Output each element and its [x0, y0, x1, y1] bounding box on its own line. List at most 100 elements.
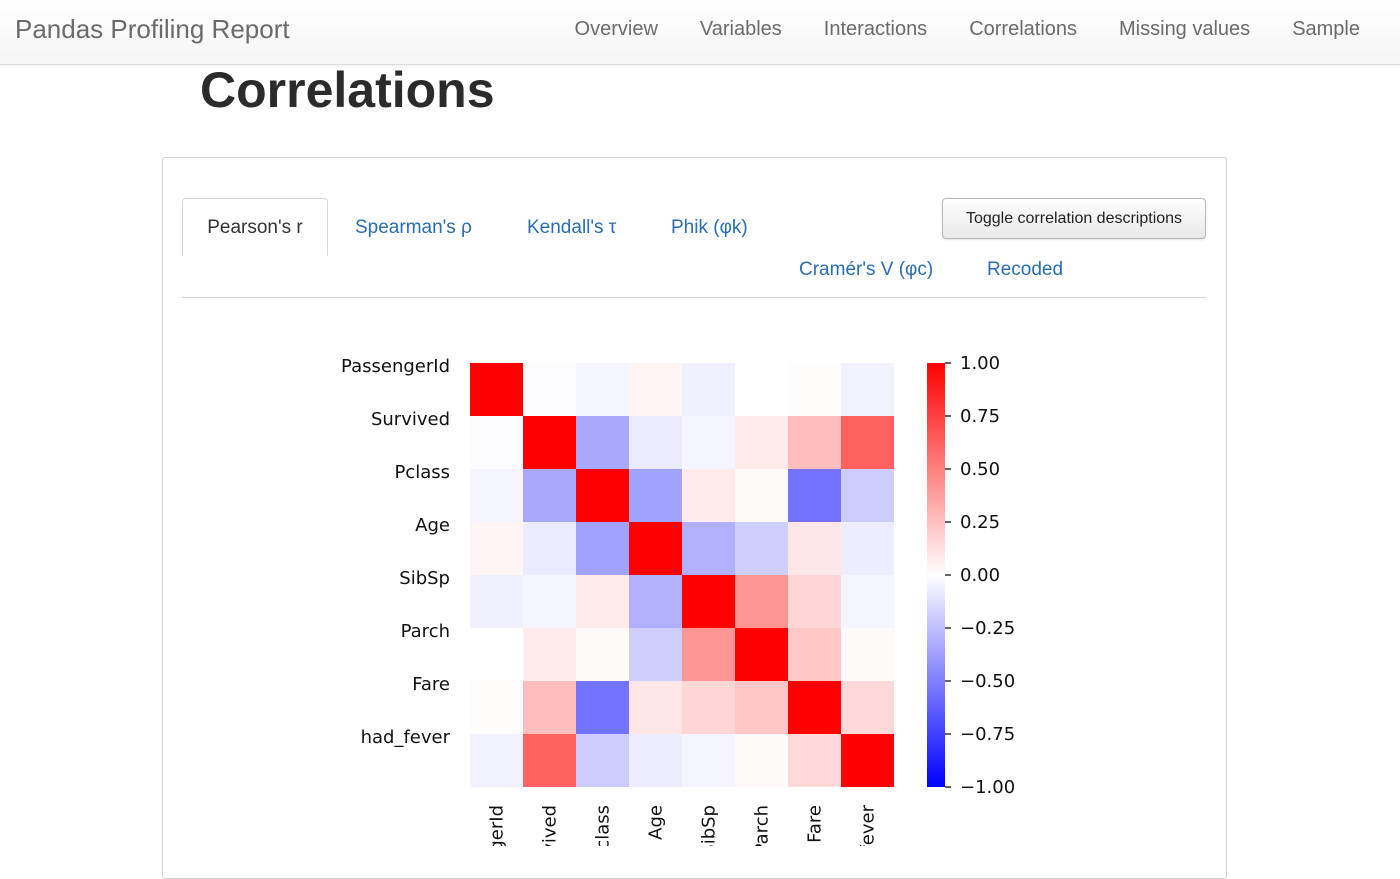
heatmap-cell-Fare-Parch — [735, 681, 788, 734]
heatmap-cell-SibSp-Fare — [788, 575, 841, 628]
heatmap-cell-SibSp-Parch — [735, 575, 788, 628]
heatmap-cell-SibSp-had_fever — [841, 575, 894, 628]
y-tick-label: Parch — [401, 621, 450, 642]
top-navbar: Pandas Profiling Report Overview Variabl… — [0, 0, 1400, 65]
heatmap-cell-PassengerId-PassengerId — [470, 363, 523, 416]
heatmap-cell-Parch-Fare — [788, 628, 841, 681]
heatmap-cell-SibSp-Age — [629, 575, 682, 628]
colorbar-tick-label: 0.25 — [960, 512, 1000, 533]
heatmap-cell-Fare-PassengerId — [470, 681, 523, 734]
heatmap-cell-SibSp-Pclass — [576, 575, 629, 628]
heatmap-cell-Age-Pclass — [576, 522, 629, 575]
colorbar-tick-label: 0.00 — [960, 565, 1000, 586]
heatmap-cell-had_fever-Survived — [523, 734, 576, 787]
heatmap-cell-SibSp-Survived — [523, 575, 576, 628]
heatmap-cell-PassengerId-Fare — [788, 363, 841, 416]
heatmap-cell-Survived-SibSp — [682, 416, 735, 469]
heatmap-cell-Parch-SibSp — [682, 628, 735, 681]
nav-correlations[interactable]: Correlations — [969, 18, 1078, 40]
heatmap-cell-Pclass-PassengerId — [470, 469, 523, 522]
heatmap-cell-Pclass-Fare — [788, 469, 841, 522]
heatmap-cell-Pclass-Parch — [735, 469, 788, 522]
tab-divider — [182, 297, 1206, 298]
heatmap-cell-PassengerId-Parch — [735, 363, 788, 416]
heatmap-cell-Age-Age — [629, 522, 682, 575]
y-tick-label: Pclass — [394, 462, 450, 483]
heatmap-cell-Survived-Pclass — [576, 416, 629, 469]
x-tick-label: assengerId — [487, 805, 508, 846]
heatmap-cell-Survived-Fare — [788, 416, 841, 469]
y-tick-label: Fare — [412, 674, 450, 695]
heatmap-cell-Age-Fare — [788, 522, 841, 575]
heatmap-cell-Parch-PassengerId — [470, 628, 523, 681]
heatmap-cell-Parch-Pclass — [576, 628, 629, 681]
nav-variables[interactable]: Variables — [699, 18, 782, 40]
heatmap-cell-Age-had_fever — [841, 522, 894, 575]
heatmap-cell-Survived-Survived — [523, 416, 576, 469]
heatmap-cell-Pclass-had_fever — [841, 469, 894, 522]
x-tick-label: Age — [646, 805, 667, 840]
heatmap-cell-had_fever-SibSp — [682, 734, 735, 787]
nav-sample[interactable]: Sample — [1292, 18, 1360, 40]
heatmap-cell-Fare-Fare — [788, 681, 841, 734]
heatmap-cell-PassengerId-Age — [629, 363, 682, 416]
heatmap-cell-Age-Survived — [523, 522, 576, 575]
brand-title[interactable]: Pandas Profiling Report — [15, 14, 290, 44]
tab-cramers-v[interactable]: Cramér's V (φc) — [799, 259, 934, 280]
heatmap-cell-Age-PassengerId — [470, 522, 523, 575]
nav-interactions[interactable]: Interactions — [823, 18, 928, 40]
nav-overview[interactable]: Overview — [574, 18, 658, 40]
heatmap-cell-PassengerId-had_fever — [841, 363, 894, 416]
heatmap-cell-Survived-Parch — [735, 416, 788, 469]
heatmap-cell-PassengerId-SibSp — [682, 363, 735, 416]
page-title: Correlations — [200, 62, 495, 118]
x-tick-label: Pclass — [593, 805, 614, 846]
heatmap-cell-Pclass-Age — [629, 469, 682, 522]
heatmap-cell-Fare-Pclass — [576, 681, 629, 734]
heatmap-cell-PassengerId-Survived — [523, 363, 576, 416]
y-tick-label: SibSp — [399, 568, 450, 589]
colorbar-tick-label: −0.50 — [960, 671, 1015, 692]
tab-pearson[interactable]: Pearson's r — [182, 198, 328, 256]
heatmap-cell-Pclass-SibSp — [682, 469, 735, 522]
heatmap-cell-Parch-Age — [629, 628, 682, 681]
nav-missing-values[interactable]: Missing values — [1119, 18, 1251, 40]
heatmap-cell-had_fever-Fare — [788, 734, 841, 787]
colorbar — [927, 363, 945, 787]
tab-kendall[interactable]: Kendall's τ — [527, 217, 617, 238]
heatmap-cell-SibSp-PassengerId — [470, 575, 523, 628]
heatmap-cell-Parch-Parch — [735, 628, 788, 681]
x-tick-label: Fare — [805, 805, 826, 843]
toggle-correlation-descriptions-button[interactable]: Toggle correlation descriptions — [942, 198, 1206, 239]
colorbar-tick-label: −0.75 — [960, 724, 1015, 745]
tab-phik[interactable]: Phik (φk) — [671, 217, 748, 238]
y-tick-label: had_fever — [361, 727, 451, 748]
colorbar-tick-label: 0.50 — [960, 459, 1000, 480]
colorbar-tick-label: 0.75 — [960, 406, 1000, 427]
heatmap-cell-Parch-Survived — [523, 628, 576, 681]
colorbar-tick-label: −1.00 — [960, 777, 1015, 798]
x-tick-label: had_fever — [858, 804, 879, 846]
heatmap-cell-Pclass-Survived — [523, 469, 576, 522]
heatmap-cell-had_fever-Age — [629, 734, 682, 787]
heatmap-cell-Survived-Age — [629, 416, 682, 469]
heatmap-cell-Parch-had_fever — [841, 628, 894, 681]
heatmap-cell-Survived-had_fever — [841, 416, 894, 469]
heatmap-cell-Fare-Survived — [523, 681, 576, 734]
colorbar-tick-label: 1.00 — [960, 353, 1000, 374]
x-tick-label: SibSp — [699, 805, 720, 846]
heatmap-cell-Pclass-Pclass — [576, 469, 629, 522]
heatmap-cell-SibSp-SibSp — [682, 575, 735, 628]
heatmap-cell-Fare-had_fever — [841, 681, 894, 734]
tab-spearman[interactable]: Spearman's ρ — [355, 217, 472, 238]
y-tick-label: PassengerId — [341, 356, 450, 377]
correlation-heatmap: PassengerId Survived Pclass Age SibSp Parch Fa… — [341, 353, 1015, 846]
heatmap-cell-had_fever-had_fever — [841, 734, 894, 787]
heatmap-cell-had_fever-Pclass — [576, 734, 629, 787]
heatmap-cell-Fare-SibSp — [682, 681, 735, 734]
x-tick-label: Parch — [752, 805, 773, 846]
tab-recoded[interactable]: Recoded — [987, 259, 1064, 280]
y-tick-label: Survived — [371, 409, 450, 430]
heatmap-cell-Fare-Age — [629, 681, 682, 734]
heatmap-cell-PassengerId-Pclass — [576, 363, 629, 416]
